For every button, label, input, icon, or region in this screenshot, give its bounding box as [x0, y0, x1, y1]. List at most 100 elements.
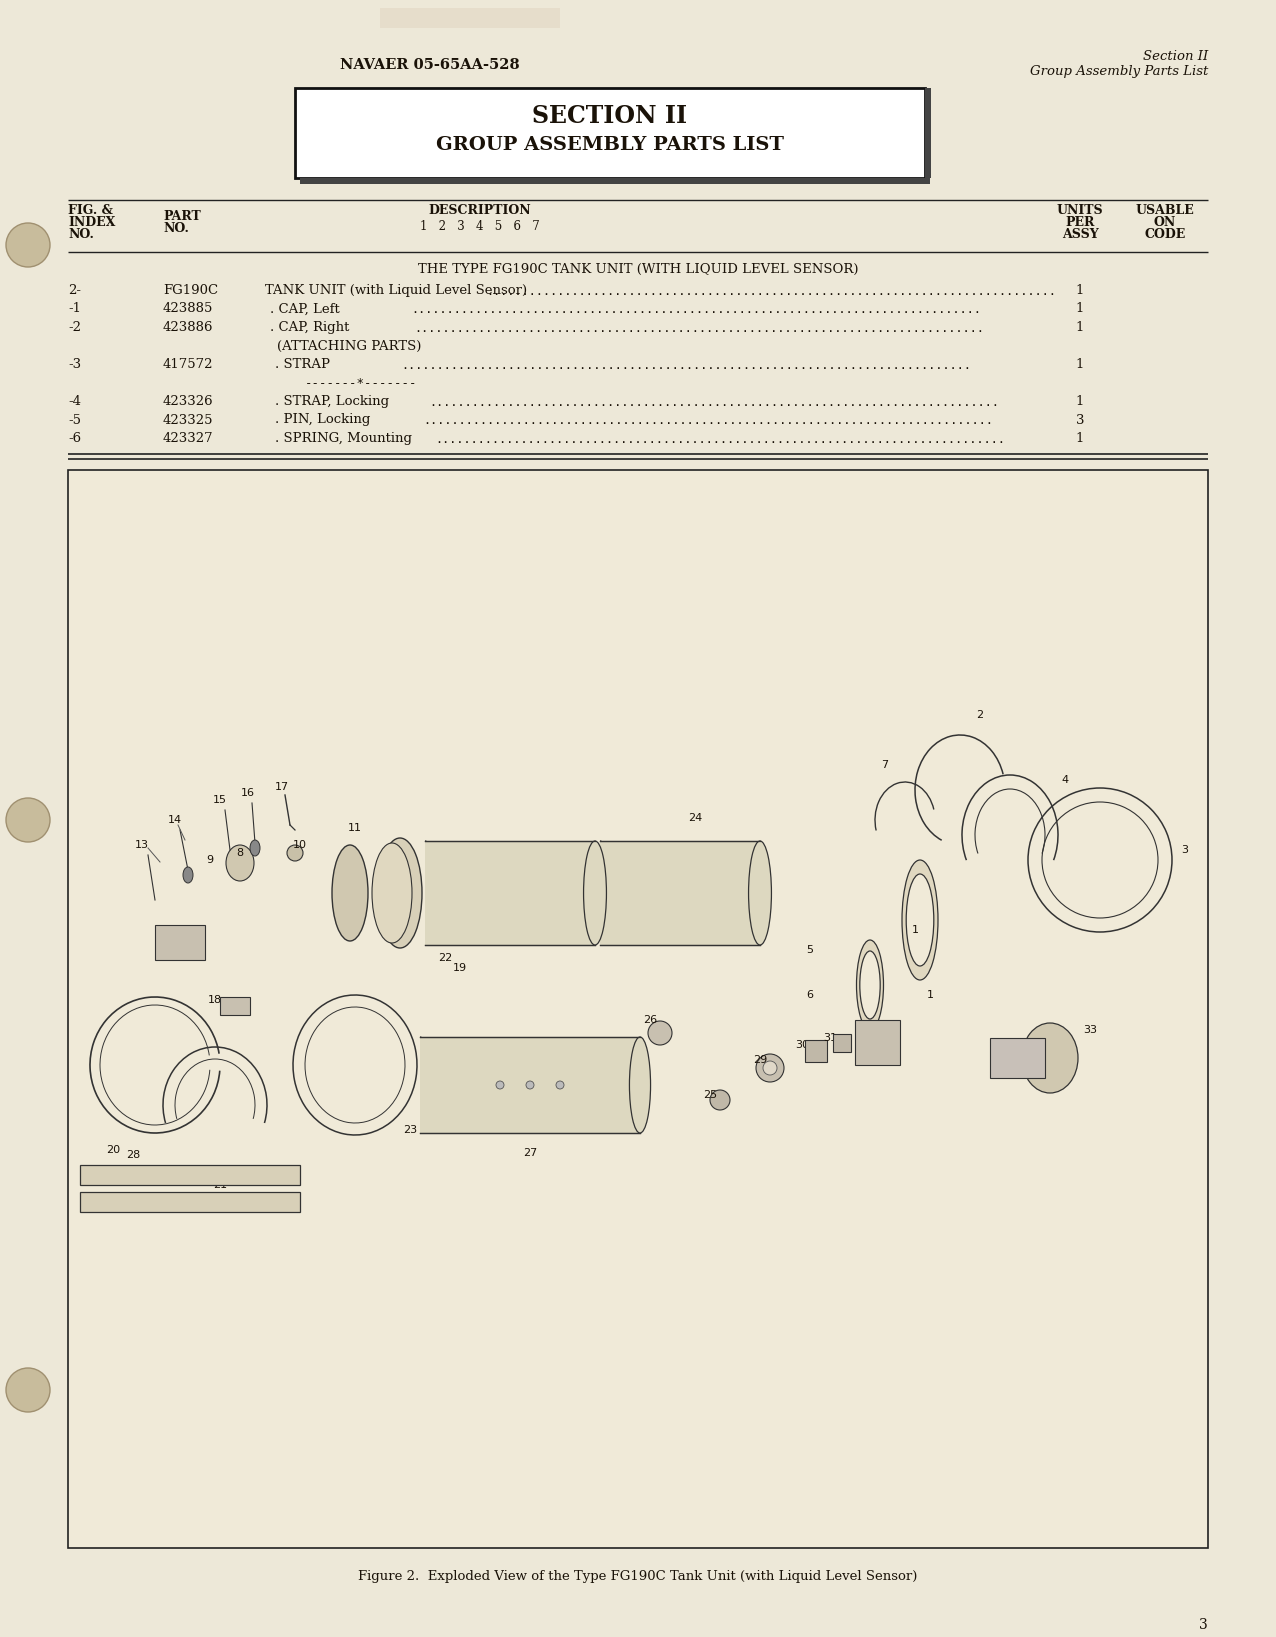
Text: -2: -2 — [68, 321, 80, 334]
Text: 15: 15 — [213, 796, 227, 805]
Text: GROUP ASSEMBLY PARTS LIST: GROUP ASSEMBLY PARTS LIST — [436, 136, 783, 154]
Text: 9: 9 — [207, 855, 213, 864]
Text: 21: 21 — [213, 1180, 227, 1190]
Text: ................................................................................: ........................................… — [415, 322, 984, 336]
Bar — [80, 1192, 300, 1211]
Text: 27: 27 — [523, 1148, 537, 1157]
Text: INDEX: INDEX — [68, 216, 115, 229]
Bar — [420, 1036, 641, 1133]
Circle shape — [6, 1369, 50, 1413]
Text: CODE: CODE — [1145, 228, 1185, 241]
Text: ................................................................................: ........................................… — [486, 285, 1057, 298]
Text: . PIN, Locking: . PIN, Locking — [276, 414, 370, 427]
Bar — [300, 178, 930, 183]
Bar — [925, 88, 931, 178]
Text: -4: -4 — [68, 395, 80, 408]
Ellipse shape — [162, 1195, 177, 1210]
Text: 24: 24 — [688, 814, 702, 823]
Ellipse shape — [219, 1167, 240, 1184]
Text: . CAP, Right: . CAP, Right — [271, 321, 350, 334]
Ellipse shape — [629, 1036, 651, 1133]
Ellipse shape — [1022, 1023, 1078, 1094]
Text: . STRAP, Locking: . STRAP, Locking — [276, 395, 389, 408]
Ellipse shape — [287, 845, 302, 861]
Ellipse shape — [856, 940, 883, 1030]
Ellipse shape — [92, 1195, 108, 1210]
Text: 13: 13 — [135, 840, 149, 850]
Bar — [295, 88, 925, 178]
Bar — [219, 997, 250, 1015]
Ellipse shape — [556, 1080, 564, 1089]
Ellipse shape — [648, 1021, 672, 1044]
Ellipse shape — [373, 843, 412, 943]
Text: 1: 1 — [1076, 395, 1085, 408]
Text: ................................................................................: ........................................… — [435, 432, 1005, 445]
Ellipse shape — [378, 838, 422, 948]
Text: 11: 11 — [348, 823, 362, 833]
Circle shape — [6, 797, 50, 841]
Text: 2-: 2- — [68, 283, 80, 296]
Text: -3: -3 — [68, 359, 82, 372]
Text: NO.: NO. — [68, 228, 94, 241]
Bar — [295, 88, 925, 178]
Ellipse shape — [860, 951, 880, 1018]
Text: 6: 6 — [806, 990, 814, 1000]
Text: 3: 3 — [1076, 414, 1085, 427]
Text: PER: PER — [1065, 216, 1095, 229]
Ellipse shape — [496, 1080, 504, 1089]
Text: 5: 5 — [806, 945, 814, 954]
Bar — [855, 1020, 900, 1066]
Ellipse shape — [906, 874, 934, 966]
Text: 423885: 423885 — [163, 303, 213, 316]
Text: THE TYPE FG190C TANK UNIT (WITH LIQUID LEVEL SENSOR): THE TYPE FG190C TANK UNIT (WITH LIQUID L… — [417, 264, 859, 277]
Text: 1: 1 — [1076, 321, 1085, 334]
Ellipse shape — [272, 1195, 288, 1210]
Text: ................................................................................: ........................................… — [411, 303, 981, 316]
Text: 1: 1 — [1076, 359, 1085, 372]
Text: SECTION II: SECTION II — [532, 105, 688, 128]
Text: 28: 28 — [126, 1151, 140, 1161]
Ellipse shape — [226, 845, 254, 881]
Bar — [805, 1039, 827, 1062]
Text: FG190C: FG190C — [163, 283, 218, 296]
Text: . CAP, Left: . CAP, Left — [271, 303, 339, 316]
Text: Group Assembly Parts List: Group Assembly Parts List — [1030, 65, 1208, 79]
Text: DESCRIPTION: DESCRIPTION — [429, 205, 531, 218]
Text: USABLE: USABLE — [1136, 205, 1194, 218]
Ellipse shape — [755, 1054, 783, 1082]
Text: 17: 17 — [274, 782, 290, 792]
Ellipse shape — [709, 1090, 730, 1110]
Text: TANK UNIT (with Liquid Level Sensor): TANK UNIT (with Liquid Level Sensor) — [265, 283, 527, 296]
Text: 14: 14 — [168, 815, 182, 825]
Text: -1: -1 — [68, 303, 80, 316]
Text: (ATTACHING PARTS): (ATTACHING PARTS) — [277, 339, 421, 352]
Text: 10: 10 — [293, 840, 308, 850]
Text: 16: 16 — [241, 787, 255, 797]
Bar — [380, 8, 560, 28]
Text: NAVAER 05-65AA-528: NAVAER 05-65AA-528 — [341, 57, 519, 72]
Text: 423326: 423326 — [163, 395, 213, 408]
Text: 3: 3 — [1182, 845, 1188, 855]
Text: 1   2   3   4   5   6   7: 1 2 3 4 5 6 7 — [420, 219, 540, 232]
Bar — [990, 1038, 1045, 1079]
Text: UNITS: UNITS — [1057, 205, 1104, 218]
Text: ON: ON — [1154, 216, 1176, 229]
Text: Figure 2.  Exploded View of the Type FG190C Tank Unit (with Liquid Level Sensor): Figure 2. Exploded View of the Type FG19… — [359, 1570, 917, 1583]
Text: -5: -5 — [68, 414, 80, 427]
Text: -6: -6 — [68, 432, 82, 445]
Text: ASSY: ASSY — [1062, 228, 1099, 241]
Ellipse shape — [902, 859, 938, 981]
Text: 2: 2 — [976, 710, 984, 720]
Text: 423325: 423325 — [163, 414, 213, 427]
Ellipse shape — [749, 841, 772, 945]
Text: 423327: 423327 — [163, 432, 213, 445]
Text: . STRAP: . STRAP — [276, 359, 330, 372]
Text: NO.: NO. — [163, 223, 189, 236]
Text: PART: PART — [163, 210, 200, 223]
Bar — [833, 1035, 851, 1053]
Text: Section II: Section II — [1143, 51, 1208, 62]
Text: ................................................................................: ........................................… — [422, 414, 993, 427]
Text: 8: 8 — [236, 848, 244, 858]
Text: 1: 1 — [1076, 303, 1085, 316]
Bar — [154, 925, 205, 959]
